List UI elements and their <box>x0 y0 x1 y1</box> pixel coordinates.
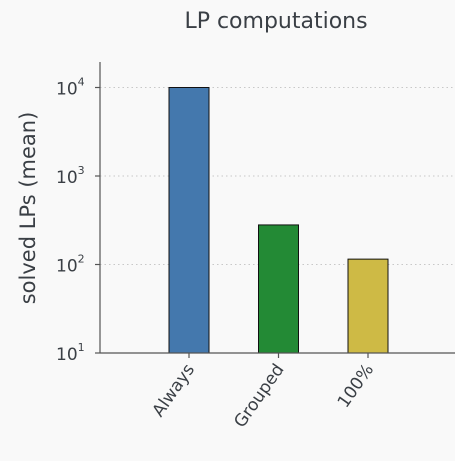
bars <box>168 87 389 354</box>
y-tick-label: 101 <box>56 341 85 365</box>
y-tick-labels: 101 102 103 104 <box>56 76 100 365</box>
bar-grouped <box>258 224 299 354</box>
y-tick-label: 104 <box>56 76 85 100</box>
x-tick-label: Grouped <box>230 360 288 431</box>
bar-100 <box>347 258 389 354</box>
grid-lines <box>100 87 455 265</box>
y-axis-label: solved LPs (mean) <box>16 112 40 305</box>
x-tick-label: 100% <box>334 360 378 411</box>
x-tick-label: Always <box>149 360 200 420</box>
x-tick-labels: Always Grouped 100% <box>149 353 378 432</box>
y-tick-label: 103 <box>56 164 85 188</box>
y-tick-label: 102 <box>56 253 85 277</box>
chart-title: LP computations <box>184 9 367 34</box>
bar-always <box>168 87 210 354</box>
